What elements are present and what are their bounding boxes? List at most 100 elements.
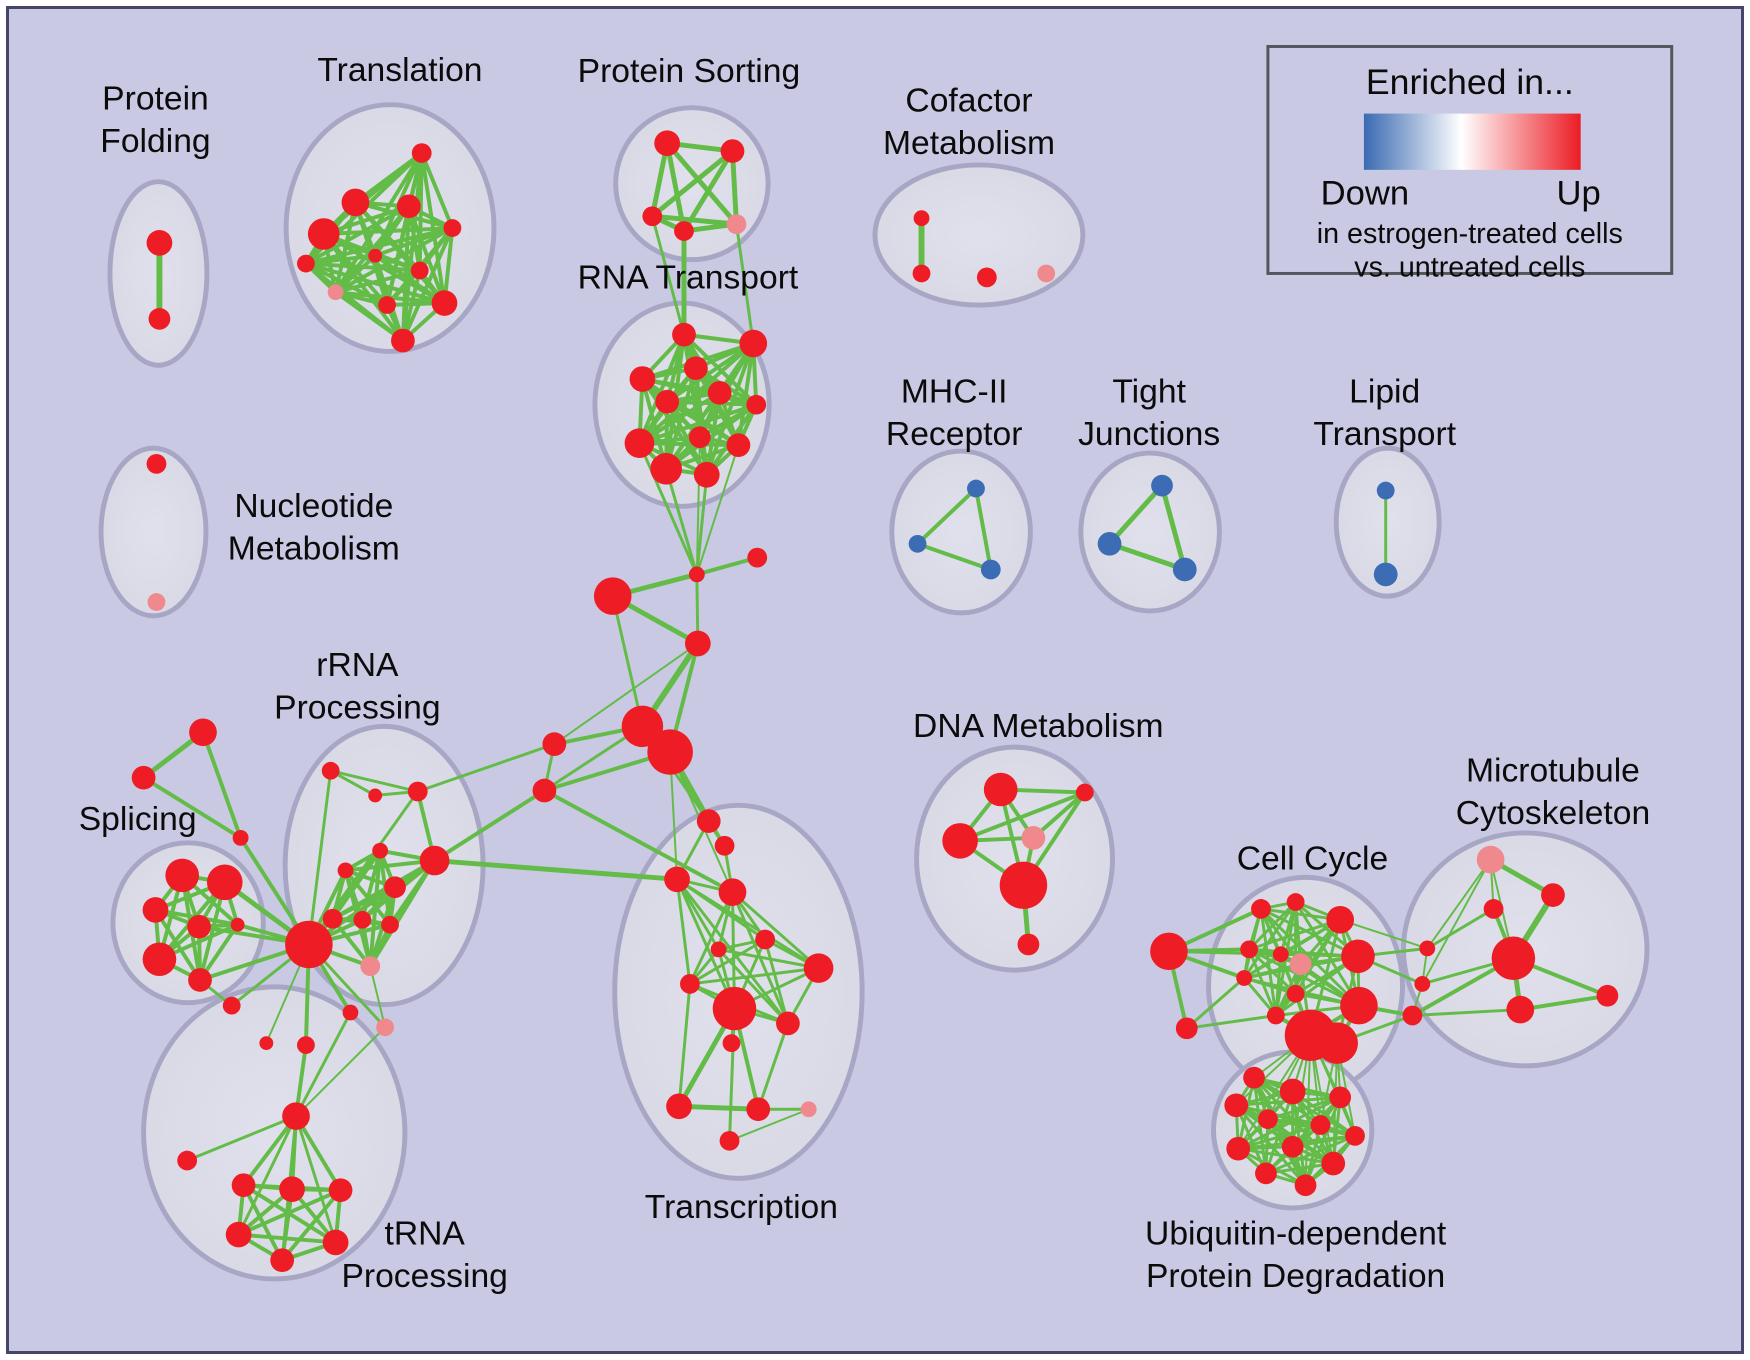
edge [1425,907,1496,950]
node-17 [674,221,694,241]
legend: Enriched in... Down Up in estrogen-treat… [1266,45,1674,283]
node-8 [410,261,429,280]
node-80 [282,1102,310,1130]
node-124 [1419,940,1436,957]
node-75 [360,956,381,977]
cluster-trna-processing-ellipse [141,984,408,1282]
edge [280,1188,343,1263]
node-7 [368,248,383,263]
node-52 [532,778,557,803]
network-svg: Protein Folding Translation Protein Sorting… [79,45,1674,1295]
node-43 [146,454,167,474]
edge [406,204,447,306]
node-31 [913,210,930,227]
node-9 [327,284,344,301]
node-98 [722,1034,741,1053]
edge [1421,858,1492,985]
node-118 [1236,970,1253,986]
node-144 [1294,1174,1317,1197]
node-22 [629,366,656,392]
node-129 [1483,899,1504,919]
node-140 [1226,1136,1251,1161]
edge [294,1114,338,1244]
node-127 [1476,845,1505,874]
node-76 [342,1004,359,1021]
legend-subtitle-line1: in estrogen-treated cells [1317,218,1623,250]
cluster-label-transcription: Transcription [645,1189,838,1226]
node-128 [1541,883,1565,907]
edge [368,858,437,969]
node-70 [384,876,406,899]
node-39 [1097,531,1122,556]
node-4 [307,218,340,250]
edge [717,947,821,970]
edge [1259,907,1360,958]
node-123 [1266,1006,1285,1025]
edge [688,890,734,986]
node-3 [341,188,370,217]
edge [419,151,455,231]
edge [695,436,701,576]
edge [400,226,455,343]
node-120 [1340,986,1378,1025]
legend-box [1266,45,1674,275]
edge [369,965,387,1029]
edge [664,467,699,576]
node-46 [747,547,768,568]
node-117 [1341,939,1375,974]
edge [237,1114,298,1237]
cluster-label-rna-transport: RNA Transport [578,259,799,296]
edge [649,213,739,227]
node-85 [225,1221,252,1248]
node-108 [1017,933,1040,956]
node-87 [270,1248,295,1273]
edge [1242,900,1298,980]
cluster-label-translation: Translation [317,52,482,89]
cluster-label-microtubule-cytoskeleton: Cytoskeleton [1456,795,1650,832]
node-103 [983,772,1018,807]
node-23 [707,381,732,405]
edge [241,1114,298,1188]
edge [665,341,756,404]
edge [303,261,405,343]
node-106 [1021,826,1046,850]
cluster-label-trna-processing: tRNA [384,1215,465,1252]
node-24 [655,389,680,414]
node-135 [1329,1086,1352,1109]
edge [694,555,760,577]
node-99 [666,1093,692,1120]
cluster-label-ubiquitin-degradation: Ubiquitin-dependent [1145,1215,1447,1252]
node-89 [714,835,735,856]
node-47 [593,577,632,615]
node-119 [1286,984,1305,1003]
node-115 [1272,946,1289,963]
node-25 [746,394,767,415]
edge [688,938,767,986]
edge [637,441,741,448]
node-83 [279,1176,305,1202]
cluster-label-lipid-transport: Lipid [1349,374,1420,411]
node-13 [297,254,315,273]
node-16 [642,206,663,227]
node-48 [684,630,711,657]
node-133 [1243,1066,1265,1089]
node-90 [664,866,690,893]
edge [432,858,680,882]
node-42 [1373,562,1398,587]
figure-canvas: Protein Folding Translation Protein Sorting… [6,6,1744,1354]
edge [915,486,978,546]
cluster-nucleotide-metabolism-ellipse [98,445,209,619]
edge [329,769,420,793]
edge [1185,976,1246,1030]
node-64 [321,761,340,780]
edge [637,402,759,446]
node-104 [1075,783,1094,802]
edge [303,261,422,273]
node-50 [647,729,693,775]
node-79 [259,1036,274,1051]
cluster-label-protein-folding: Protein [102,81,209,118]
node-82 [231,1173,256,1198]
edge [416,742,556,793]
node-110 [1175,1017,1198,1040]
cluster-label-cofactor-metabolism: Cofactor [905,83,1032,120]
